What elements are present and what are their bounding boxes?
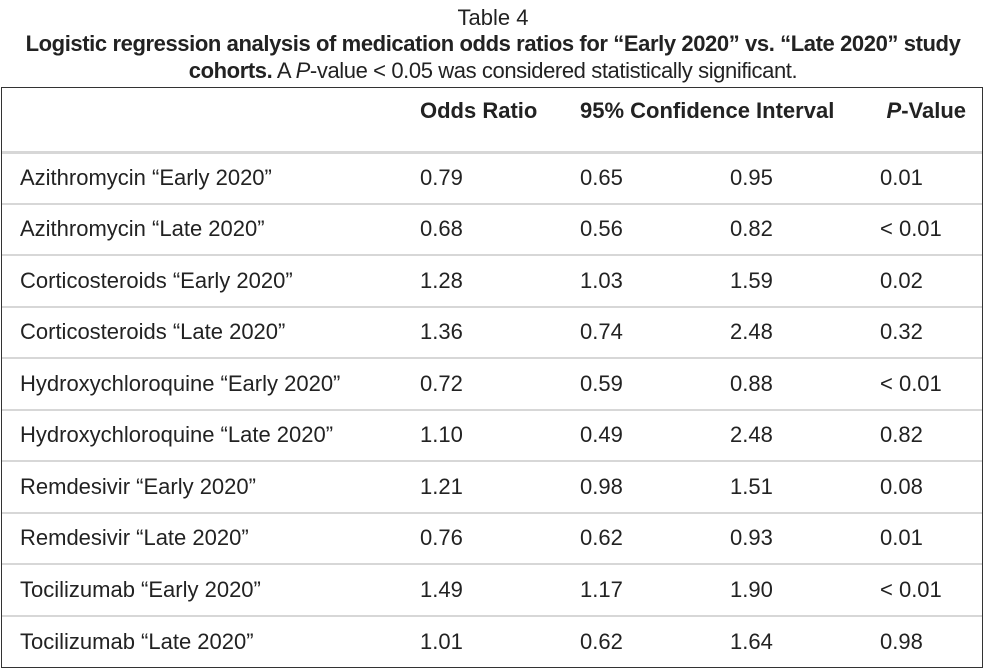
cell-ci-low: 0.49 [562, 409, 712, 462]
cell-ci-high: 1.59 [712, 255, 862, 308]
cell-p-value: 0.98 [880, 628, 923, 654]
cell-p-value: 0.32 [862, 306, 982, 359]
header-confidence-interval: 95% Confidence Interval [562, 88, 862, 154]
cell-ci-high: 1.64 [730, 628, 773, 654]
cell-ci-high: 0.88 [712, 358, 862, 411]
table-row: Tocilizumab “Early 2020” 1.49 1.17 1.90 < 0.… [2, 564, 982, 617]
caption-note-suffix: -value < 0.05 was considered statistical… [309, 58, 798, 83]
cell-p-value: < 0.01 [862, 203, 982, 256]
cell-ci-low: 1.03 [562, 255, 712, 308]
cell-ci-high: 2.48 [712, 409, 862, 462]
cell-ci-low: 0.62 [580, 628, 623, 654]
caption-title: Logistic regression analysis of medicati… [25, 31, 961, 83]
caption-note-italic: P [295, 58, 311, 83]
cell-ci-low: 0.74 [562, 306, 712, 359]
table-row: Azithromycin “Late 2020” 0.68 0.56 0.82 < 0.… [2, 203, 982, 256]
cell-p-value: 0.01 [862, 152, 982, 205]
cell-odds-ratio: 0.68 [402, 203, 562, 256]
header-odds-ratio: Odds Ratio [402, 88, 562, 154]
cell-odds-ratio: 1.36 [402, 306, 562, 359]
regression-table: Odds Ratio 95% Confidence Interval P-Val… [2, 88, 982, 667]
cell-medication: Remdesivir “Early 2020” [2, 461, 402, 514]
cell-odds-ratio: 0.76 [402, 512, 562, 565]
cell-ci-high: 0.93 [712, 512, 862, 565]
cell-odds-ratio: 1.28 [402, 255, 562, 308]
cell-ci-high: 0.82 [712, 203, 862, 256]
cell-odds-ratio: 0.79 [402, 152, 562, 205]
cell-ci-low: 0.65 [562, 152, 712, 205]
table-row: Remdesivir “Late 2020” 0.76 0.62 0.93 0.01 [2, 512, 982, 565]
cell-ci-low: 0.56 [562, 203, 712, 256]
cell-odds-ratio: 0.72 [402, 358, 562, 411]
table-label: Table 4 [457, 5, 529, 30]
table-row: Tocilizumab “Late 2020” 1.01 0.62 1.64 0.98 [2, 616, 982, 668]
table-caption: Table 4 Logistic regression analysis of … [0, 0, 986, 84]
cell-ci-low: 0.59 [562, 358, 712, 411]
cell-medication: Corticosteroids “Late 2020” [2, 306, 402, 359]
cell-medication: Hydroxychloroquine “Late 2020” [2, 409, 402, 462]
cell-p-value: 0.01 [862, 512, 982, 565]
table-body: Azithromycin “Early 2020” 0.79 0.65 0.95 0.0… [2, 152, 982, 667]
header-p-italic: P [886, 98, 902, 123]
cell-ci-high: 1.51 [712, 461, 862, 514]
table-frame: Odds Ratio 95% Confidence Interval P-Val… [1, 87, 983, 668]
cell-medication: Corticosteroids “Early 2020” [2, 255, 402, 308]
table-row: Hydroxychloroquine “Early 2020” 0.72 0.59 0… [2, 358, 982, 411]
cell-ci-low: 0.98 [562, 461, 712, 514]
cell-ci-low: 1.17 [562, 564, 712, 617]
header-row: Odds Ratio 95% Confidence Interval P-Val… [2, 88, 982, 154]
table-row: Azithromycin “Early 2020” 0.79 0.65 0.95 0.0… [2, 152, 982, 205]
cell-medication: Hydroxychloroquine “Early 2020” [2, 358, 402, 411]
cell-medication: Azithromycin “Late 2020” [2, 203, 402, 256]
cell-p-value: 0.82 [862, 409, 982, 462]
cell-ci-high: 1.90 [712, 564, 862, 617]
table-row: Hydroxychloroquine “Late 2020” 1.10 0.49 2.… [2, 409, 982, 462]
cell-p-value: 0.08 [862, 461, 982, 514]
cell-medication: Azithromycin “Early 2020” [2, 152, 402, 205]
cell-odds-ratio: 1.49 [402, 564, 562, 617]
cell-p-value: 0.02 [862, 255, 982, 308]
cell-ci-low: 0.62 [562, 512, 712, 565]
cell-p-value: < 0.01 [862, 358, 982, 411]
cell-medication: Remdesivir “Late 2020” [2, 512, 402, 565]
caption-note-prefix: A [276, 58, 296, 83]
cell-odds-ratio: 1.10 [402, 409, 562, 462]
cell-medication: Tocilizumab “Late 2020” [20, 628, 254, 654]
cell-ci-high: 0.95 [712, 152, 862, 205]
header-medication [2, 88, 402, 154]
cell-odds-ratio: 1.01 [420, 628, 463, 654]
cell-ci-high: 2.48 [712, 306, 862, 359]
header-p-value: P-Value [862, 88, 982, 154]
cell-p-value: < 0.01 [862, 564, 982, 617]
cell-medication: Tocilizumab “Early 2020” [2, 564, 402, 617]
caption-text: Logistic regression analysis of medicati… [0, 30, 986, 84]
table-row: Corticosteroids “Late 2020” 1.36 0.74 2.48 0… [2, 306, 982, 359]
header-p-suffix: -Value [901, 98, 966, 123]
cell-odds-ratio: 1.21 [402, 461, 562, 514]
table-row: Remdesivir “Early 2020” 1.21 0.98 1.51 0.08 [2, 461, 982, 514]
table-row: Corticosteroids “Early 2020” 1.28 1.03 1.59… [2, 255, 982, 308]
